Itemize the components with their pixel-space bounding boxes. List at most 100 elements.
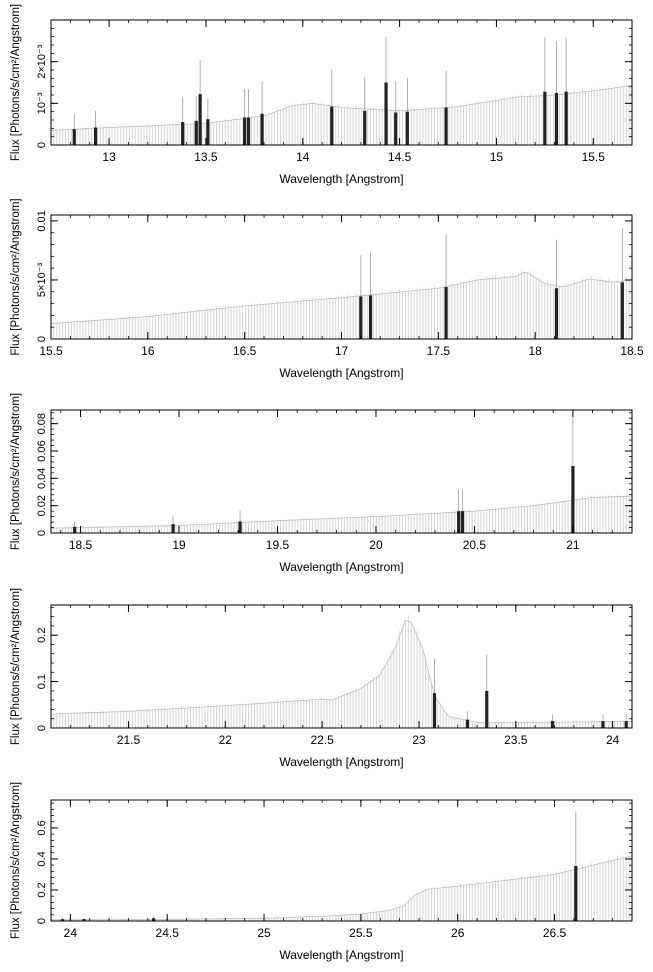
- continuum-bins: [50, 82, 633, 145]
- x-axis: 21.5 22 22.5 23 23.5 24: [50, 605, 633, 747]
- line-bar: [394, 112, 398, 145]
- x-tick-label: 26.5: [543, 926, 567, 940]
- x-tick-label: 15.5: [582, 150, 606, 164]
- x-axis: 18.5 19 19.5 20 20.5 21: [60, 410, 633, 552]
- y-axis: 0 0.2 0.4 0.6: [36, 802, 632, 924]
- spectrum-panel-1: 13 13.5 14 14.5 15 15.5 0 10⁻³ 2×10⁻³ Wavelength …: [10, 4, 633, 186]
- x-tick-label: 24: [64, 926, 78, 940]
- x-tick-label: 20: [369, 538, 383, 552]
- continuum-bins: [50, 614, 633, 728]
- line-bar: [181, 122, 185, 145]
- y-tick-label: 0.2: [36, 628, 48, 643]
- y-tick-label: 0.2: [36, 882, 48, 897]
- emission-lines: [73, 416, 575, 533]
- continuum-envelope: [50, 85, 633, 131]
- line-bar: [574, 865, 578, 921]
- line-bar: [93, 127, 98, 145]
- x-tick-label: 17: [335, 344, 349, 358]
- line-bar: [432, 693, 437, 728]
- y-axis-label: Flux [Photons/s/cm²/Angstrom]: [10, 588, 22, 745]
- line-bar: [260, 113, 264, 145]
- x-tick-label: 14: [296, 150, 310, 164]
- x-tick-label: 21.5: [117, 733, 141, 747]
- spectrum-panel-5: 24 24.5 25 25.5 26 26.5 0 0.2 0.4 0.6 Wavelength […: [10, 782, 633, 962]
- line-bar: [554, 288, 559, 339]
- line-bar: [368, 295, 373, 339]
- x-tick-label: 25.5: [349, 926, 373, 940]
- x-tick-label: 21: [566, 538, 580, 552]
- line-bar: [554, 92, 559, 145]
- line-bar: [243, 117, 247, 145]
- x-tick-label: 20.5: [463, 538, 487, 552]
- y-axis-label: Flux [Photons/s/cm²/Angstrom]: [10, 4, 22, 161]
- y-tick-label: 0.1: [36, 674, 48, 689]
- y-axis-label: Flux [Photons/s/cm²/Angstrom]: [10, 393, 22, 550]
- plot-frame: [50, 409, 633, 534]
- x-tick-label: 23.5: [504, 733, 528, 747]
- y-axis: 0 5×10⁻³ 0.01: [36, 210, 632, 342]
- x-axis: 15.5 16 16.5 17 17.5 18 18.5: [39, 215, 644, 358]
- x-tick-label: 15.5: [39, 344, 63, 358]
- spectrum-panel-2: 15.5 16 16.5 17 17.5 18 18.5 0 5×10⁻³ 0.01 Wavelen…: [10, 198, 644, 380]
- line-bar: [238, 521, 242, 533]
- x-tick-label: 19.5: [266, 538, 290, 552]
- y-axis-label: Flux [Photons/s/cm²/Angstrom]: [10, 198, 22, 355]
- x-tick-label: 24: [606, 733, 620, 747]
- y-tick-label: 5×10⁻³: [36, 262, 48, 297]
- x-tick-label: 18.5: [69, 538, 93, 552]
- line-bar: [363, 110, 367, 145]
- y-axis: 0 0.1 0.2: [36, 606, 632, 731]
- y-tick-label: 0.01: [36, 210, 48, 231]
- x-axis-label: Wavelength [Angstrom]: [279, 755, 403, 769]
- line-bar: [543, 91, 547, 145]
- x-axis-label: Wavelength [Angstrom]: [279, 172, 403, 186]
- x-tick-label: 15: [490, 150, 504, 164]
- x-tick-label: 26: [451, 926, 465, 940]
- y-tick-label: 0: [36, 336, 48, 342]
- line-bar: [330, 106, 334, 145]
- line-bar: [601, 721, 605, 728]
- line-bar: [444, 287, 448, 339]
- continuum-bins: [50, 853, 633, 921]
- x-tick-label: 18.5: [620, 344, 644, 358]
- line-bar: [152, 918, 156, 921]
- x-tick-label: 24.5: [156, 926, 180, 940]
- x-axis-label: Wavelength [Angstrom]: [279, 366, 403, 380]
- x-tick-label: 17.5: [427, 344, 451, 358]
- emission-lines: [359, 227, 624, 339]
- y-tick-label: 0: [36, 918, 48, 924]
- y-axis: 0 10⁻³ 2×10⁻³: [36, 19, 632, 148]
- line-bar: [444, 107, 448, 145]
- x-tick-label: 14.5: [388, 150, 412, 164]
- continuum-envelope: [51, 495, 633, 529]
- line-bar: [194, 120, 198, 145]
- y-tick-label: 10⁻³: [36, 92, 48, 114]
- continuum-envelope: [50, 271, 633, 324]
- x-tick-label: 22.5: [310, 733, 334, 747]
- line-bar: [564, 91, 568, 145]
- y-tick-label: 0.6: [36, 820, 48, 835]
- continuum-envelope: [50, 619, 632, 723]
- line-bar: [82, 919, 86, 921]
- line-bar: [198, 94, 202, 145]
- emission-lines: [72, 36, 568, 145]
- line-bar: [485, 690, 489, 728]
- x-tick-label: 22: [219, 733, 233, 747]
- continuum-bins: [50, 494, 633, 533]
- emission-lines: [61, 811, 578, 921]
- y-tick-label: 0.02: [36, 495, 48, 516]
- y-tick-label: 0.4: [36, 851, 48, 866]
- x-tick-label: 19: [172, 538, 186, 552]
- y-axis-label: Flux [Photons/s/cm²/Angstrom]: [10, 782, 22, 939]
- line-bar: [571, 466, 575, 533]
- line-bar: [171, 524, 175, 533]
- line-bar: [624, 721, 628, 728]
- y-tick-label: 0.04: [36, 468, 48, 489]
- emission-lines: [432, 654, 628, 728]
- y-tick-label: 2×10⁻³: [36, 44, 48, 79]
- line-bar: [457, 511, 461, 533]
- x-tick-label: 16.5: [233, 344, 257, 358]
- x-axis-label: Wavelength [Angstrom]: [279, 560, 403, 574]
- line-bar: [620, 282, 624, 339]
